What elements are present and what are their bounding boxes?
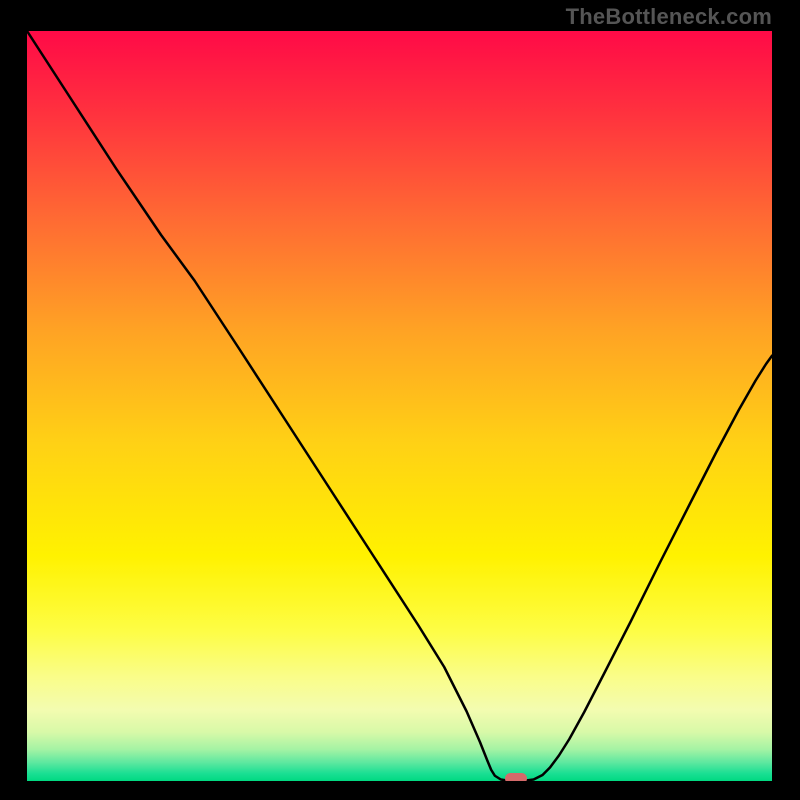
chart-frame — [25, 29, 774, 783]
watermark-text: TheBottleneck.com — [566, 4, 772, 30]
